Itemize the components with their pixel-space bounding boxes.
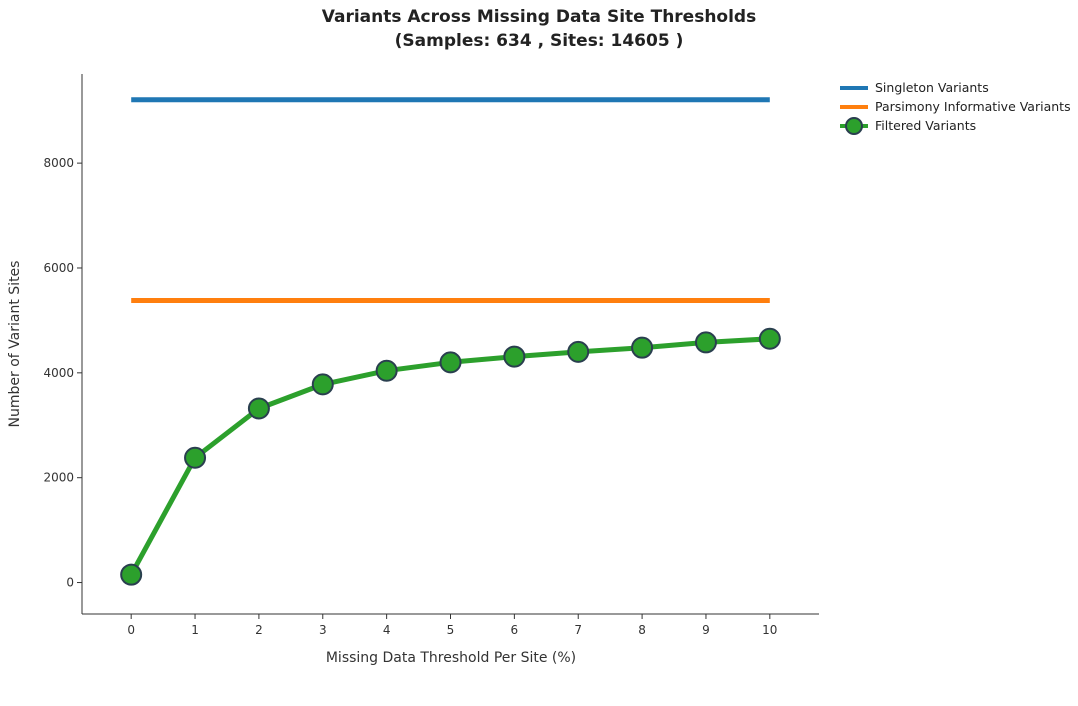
x-axis-label: Missing Data Threshold Per Site (%): [326, 650, 576, 666]
y-tick-label: 0: [66, 576, 74, 590]
x-tick-label: 1: [191, 623, 199, 637]
x-tick-label: 6: [511, 623, 519, 637]
filtered-variants-line: [129, 336, 770, 576]
filtered-variants-point: [311, 373, 334, 396]
x-tick-label: 3: [319, 623, 327, 637]
y-tick-label: 2000: [43, 471, 74, 485]
filtered-variants-point: [184, 446, 207, 469]
x-tick-label: 8: [638, 623, 646, 637]
y-tick-label: 8000: [43, 156, 74, 170]
legend[interactable]: Singleton Variants Parsimony Informative …: [840, 80, 1071, 135]
legend-label: Parsimony Informative Variants: [875, 99, 1071, 114]
legend-marker: [845, 117, 863, 135]
x-tick-label: 9: [702, 623, 710, 637]
y-tick-label: 4000: [43, 366, 74, 380]
filtered-variants-point: [503, 345, 526, 368]
x-tick-label: 7: [574, 623, 582, 637]
plot-area: [120, 97, 781, 586]
y-axis-label: Number of Variant Sites: [7, 261, 23, 428]
chart-title: Variants Across Missing Data Site Thresh…: [321, 7, 757, 27]
filtered-variants-point: [694, 331, 717, 354]
axes: 0 2000 4000 6000 8000 0 1 2 3 4 5 6 7 8 9 10: [43, 74, 819, 637]
chart-subtitle: (Samples: 634 , Sites: 14605 ): [394, 31, 684, 51]
x-tick-label: 4: [383, 623, 391, 637]
x-tick-label: 5: [447, 623, 455, 637]
filtered-variants-point: [247, 397, 270, 420]
filtered-variants-point: [120, 563, 143, 586]
filtered-variants-point: [439, 351, 462, 374]
filtered-variants-point: [631, 336, 654, 359]
filtered-variants-point: [567, 340, 590, 363]
filtered-variants-point: [758, 327, 781, 350]
x-tick-label: 2: [255, 623, 263, 637]
filtered-variants-point: [375, 359, 398, 382]
legend-label: Singleton Variants: [875, 80, 989, 95]
y-tick-label: 6000: [43, 261, 74, 275]
legend-label: Filtered Variants: [875, 118, 976, 133]
x-tick-label: 10: [762, 623, 777, 637]
x-tick-label: 0: [127, 623, 135, 637]
